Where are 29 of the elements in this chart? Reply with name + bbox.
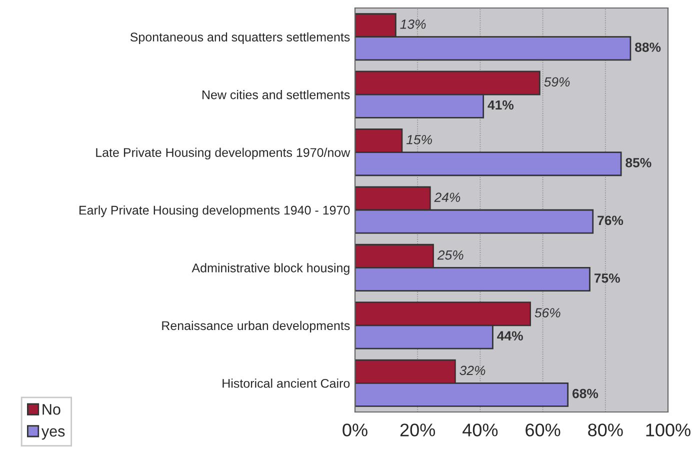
data-label: 15% (406, 135, 432, 144)
data-label: 41% (488, 100, 514, 110)
data-label: 68% (572, 388, 598, 398)
y-tick-label: New cities and settlements (202, 90, 350, 100)
data-label: 56% (534, 308, 560, 318)
data-label: 32% (460, 366, 486, 376)
data-label: 44% (497, 331, 523, 340)
data-label: 76% (598, 216, 624, 226)
legend-label: No (42, 404, 60, 415)
data-label: 85% (626, 158, 652, 168)
legend-label: yes (41, 428, 65, 440)
y-tick-label: Renaissance urban developments (162, 320, 350, 333)
y-tick-label: Early Private Housing developments 1940 - 1970 (79, 205, 350, 218)
data-label: 59% (544, 77, 570, 87)
x-tick-label: 40% (462, 424, 498, 436)
x-tick-label: 60% (526, 424, 560, 436)
data-label: 88% (635, 42, 661, 52)
x-tick-label: 0% (342, 424, 368, 436)
data-label: 13% (400, 20, 426, 29)
y-tick-label: Administrative block housing (192, 263, 350, 275)
data-label: 75% (594, 273, 620, 283)
y-tick-label: Spontaneous and squatters settlements (130, 32, 350, 44)
y-tick-label: Late Private Housing developments 1970/now (96, 148, 350, 160)
data-label: 24% (434, 192, 460, 202)
x-tick-label: 80% (588, 424, 623, 436)
data-label: 25% (437, 250, 464, 260)
x-tick-label: 100% (646, 424, 690, 436)
y-tick-label: Historical ancient Cairo (222, 378, 350, 388)
x-tick-label: 20% (400, 424, 436, 436)
